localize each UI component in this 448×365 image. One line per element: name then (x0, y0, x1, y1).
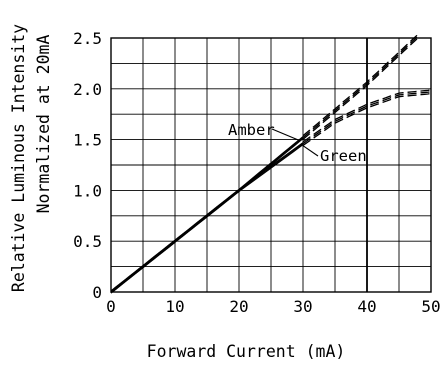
y-axis-title-line-1: Relative Luminous Intensity (9, 24, 28, 292)
annotation-amber: Amber (228, 121, 275, 139)
plot-frame (110, 37, 432, 293)
y-tick-label: 1.0 (73, 181, 102, 200)
series-line-dashed (302, 92, 432, 147)
annotation-green: Green (320, 147, 367, 165)
series-line-dashed (302, 35, 419, 139)
y-axis-title-line-2: Normalized at 20mA (34, 35, 53, 214)
series-line-solid (110, 144, 304, 294)
x-tick-label: 40 (357, 297, 376, 316)
y-tick-label: 1.5 (73, 131, 102, 150)
x-tick-label: 10 (165, 297, 184, 316)
series-line-solid (110, 142, 304, 292)
series-line-solid (110, 143, 304, 293)
tick-labels: 0 10 20 30 40 50 0 0.5 1.0 1.5 2.0 2.5 (73, 29, 441, 316)
series-green (110, 89, 432, 294)
series-line-dashed (302, 33, 419, 137)
y-tick-label: 2.5 (73, 29, 102, 48)
y-tick-label: 0 (92, 283, 102, 302)
y-tick-label: 2.0 (73, 80, 102, 99)
x-axis-title: Forward Current (mA) (147, 342, 346, 361)
y-axis-title: Relative Luminous Intensity Normalized a… (9, 24, 53, 292)
series-group (110, 33, 432, 294)
series-line-dashed (302, 89, 432, 143)
x-tick-label: 20 (229, 297, 248, 316)
y-tick-label: 0.5 (73, 232, 102, 251)
x-tick-label: 50 (421, 297, 440, 316)
x-tick-label: 0 (106, 297, 116, 316)
x-tick-label: 30 (293, 297, 312, 316)
annotations: Amber Green (228, 121, 367, 165)
annotation-green-leader (302, 145, 319, 157)
annotation-amber-leader (271, 128, 301, 142)
series-line-dashed (302, 91, 432, 145)
